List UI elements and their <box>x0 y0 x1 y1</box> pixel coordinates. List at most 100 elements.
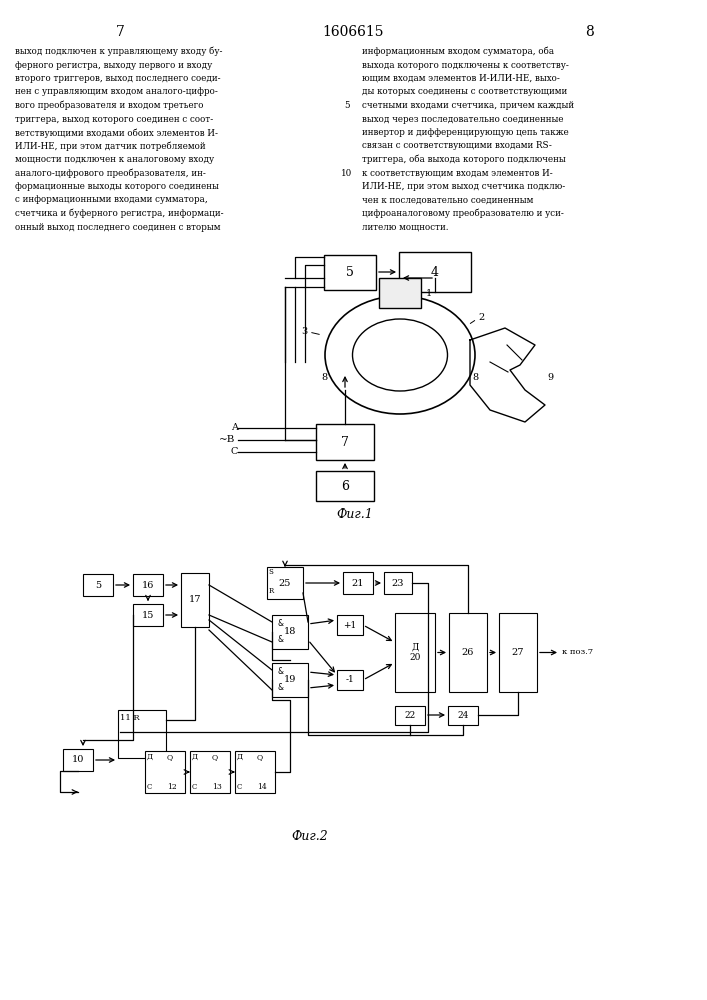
Bar <box>448 706 478 724</box>
Text: ветствующими входами обоих элементов И-: ветствующими входами обоих элементов И- <box>15 128 218 137</box>
Text: выход подключен к управляющему входу бу-: выход подключен к управляющему входу бу- <box>15 47 223 56</box>
Text: 17: 17 <box>189 595 201 604</box>
Text: 8: 8 <box>472 373 478 382</box>
Text: ющим входам элементов И-ИЛИ-НЕ, выхо-: ющим входам элементов И-ИЛИ-НЕ, выхо- <box>362 74 560 83</box>
Bar <box>133 574 163 596</box>
Text: 1606615: 1606615 <box>322 25 384 39</box>
Text: R: R <box>269 587 274 595</box>
Text: ферного регистра, выходу первого и входу: ферного регистра, выходу первого и входу <box>15 60 212 70</box>
Text: ~B: ~B <box>218 436 235 444</box>
Text: 19: 19 <box>284 676 296 684</box>
Text: 15: 15 <box>142 610 154 619</box>
Bar <box>384 572 412 594</box>
Text: Q: Q <box>167 753 173 761</box>
Text: чен к последовательно соединенным: чен к последовательно соединенным <box>362 196 533 205</box>
Text: &: & <box>277 684 283 692</box>
Text: второго триггеров, выход последнего соеди-: второго триггеров, выход последнего соед… <box>15 74 221 83</box>
Text: 11 R: 11 R <box>120 714 139 722</box>
Bar <box>316 471 374 501</box>
Bar <box>399 252 471 292</box>
Bar <box>235 751 275 793</box>
Text: 12: 12 <box>167 783 177 791</box>
Text: C: C <box>237 783 243 791</box>
Text: связан с соответствующими входами RS-: связан с соответствующими входами RS- <box>362 141 552 150</box>
Text: C: C <box>192 783 197 791</box>
Text: счетчика и буферного регистра, информаци-: счетчика и буферного регистра, информаци… <box>15 209 223 219</box>
Bar <box>395 706 425 724</box>
Text: 1: 1 <box>426 288 432 298</box>
Text: 3: 3 <box>302 328 308 336</box>
Bar <box>63 749 93 771</box>
Text: 10: 10 <box>72 756 84 764</box>
Text: 6: 6 <box>341 480 349 492</box>
Text: C: C <box>230 448 238 456</box>
Bar <box>337 670 363 690</box>
Text: +1: +1 <box>344 620 356 630</box>
Text: 7: 7 <box>341 436 349 448</box>
Text: 2: 2 <box>478 314 484 322</box>
Text: Д: Д <box>147 753 153 761</box>
Text: 10: 10 <box>341 168 353 178</box>
Text: к поз.7: к поз.7 <box>562 648 593 656</box>
Text: 9: 9 <box>547 373 553 382</box>
Text: ды которых соединены с соответствующими: ды которых соединены с соответствующими <box>362 88 567 97</box>
Bar <box>272 615 308 649</box>
Text: лителю мощности.: лителю мощности. <box>362 223 448 232</box>
Text: 25: 25 <box>279 578 291 587</box>
Text: аналого-цифрового преобразователя, ин-: аналого-цифрового преобразователя, ин- <box>15 168 206 178</box>
Bar <box>499 613 537 692</box>
Text: выхода которого подключены к соответству-: выхода которого подключены к соответству… <box>362 60 569 70</box>
Text: 5: 5 <box>344 101 350 110</box>
Text: выход через последовательно соединенные: выход через последовательно соединенные <box>362 114 563 123</box>
Bar <box>343 572 373 594</box>
Text: информационным входом сумматора, оба: информационным входом сумматора, оба <box>362 47 554 56</box>
Bar <box>316 424 374 460</box>
Text: ИЛИ-НЕ, при этом выход счетчика подклю-: ИЛИ-НЕ, при этом выход счетчика подклю- <box>362 182 566 191</box>
Text: 5: 5 <box>95 580 101 589</box>
Text: Q: Q <box>212 753 218 761</box>
Bar <box>190 751 230 793</box>
Text: к соответствующим входам элементов И-: к соответствующим входам элементов И- <box>362 168 553 178</box>
Text: 16: 16 <box>142 580 154 589</box>
Text: Фиг.2: Фиг.2 <box>291 830 328 843</box>
Text: &: & <box>277 619 283 629</box>
Text: 18: 18 <box>284 628 296 637</box>
Text: -1: -1 <box>346 676 354 684</box>
Text: S: S <box>269 568 274 576</box>
Text: счетными входами счетчика, причем каждый: счетными входами счетчика, причем каждый <box>362 101 574 110</box>
Text: 4: 4 <box>431 265 439 278</box>
Bar <box>83 574 113 596</box>
Text: 13: 13 <box>212 783 222 791</box>
Text: Д: Д <box>192 753 198 761</box>
Text: 27: 27 <box>512 648 525 657</box>
Text: триггера, выход которого соединен с соот-: триггера, выход которого соединен с соот… <box>15 114 214 123</box>
Bar <box>337 615 363 635</box>
Text: инвертор и дифференцирующую цепь также: инвертор и дифференцирующую цепь также <box>362 128 568 137</box>
Text: &: & <box>277 636 283 645</box>
Bar <box>133 604 163 626</box>
Text: 8: 8 <box>321 373 327 382</box>
Text: 14: 14 <box>257 783 267 791</box>
Text: Q: Q <box>257 753 263 761</box>
Bar <box>272 663 308 697</box>
Text: с информационными входами сумматора,: с информационными входами сумматора, <box>15 196 208 205</box>
Bar <box>118 710 166 758</box>
Text: 24: 24 <box>457 710 469 720</box>
Text: 22: 22 <box>404 710 416 720</box>
Text: Д: Д <box>237 753 243 761</box>
Text: формационные выходы которого соединены: формационные выходы которого соединены <box>15 182 219 191</box>
Text: 26: 26 <box>462 648 474 657</box>
Text: Д
20: Д 20 <box>409 643 421 662</box>
Text: цифроаналоговому преобразователю и уси-: цифроаналоговому преобразователю и уси- <box>362 209 564 219</box>
Bar <box>181 573 209 627</box>
Text: ИЛИ-НЕ, при этом датчик потребляемой: ИЛИ-НЕ, при этом датчик потребляемой <box>15 141 206 151</box>
Text: нен с управляющим входом аналого-цифро-: нен с управляющим входом аналого-цифро- <box>15 88 218 97</box>
Bar <box>324 254 376 290</box>
Text: мощности подключен к аналоговому входу: мощности подключен к аналоговому входу <box>15 155 214 164</box>
Bar <box>449 613 487 692</box>
Bar <box>395 613 435 692</box>
Text: 23: 23 <box>392 578 404 587</box>
Bar <box>379 278 421 308</box>
Text: C: C <box>147 783 152 791</box>
Text: A: A <box>231 424 238 432</box>
